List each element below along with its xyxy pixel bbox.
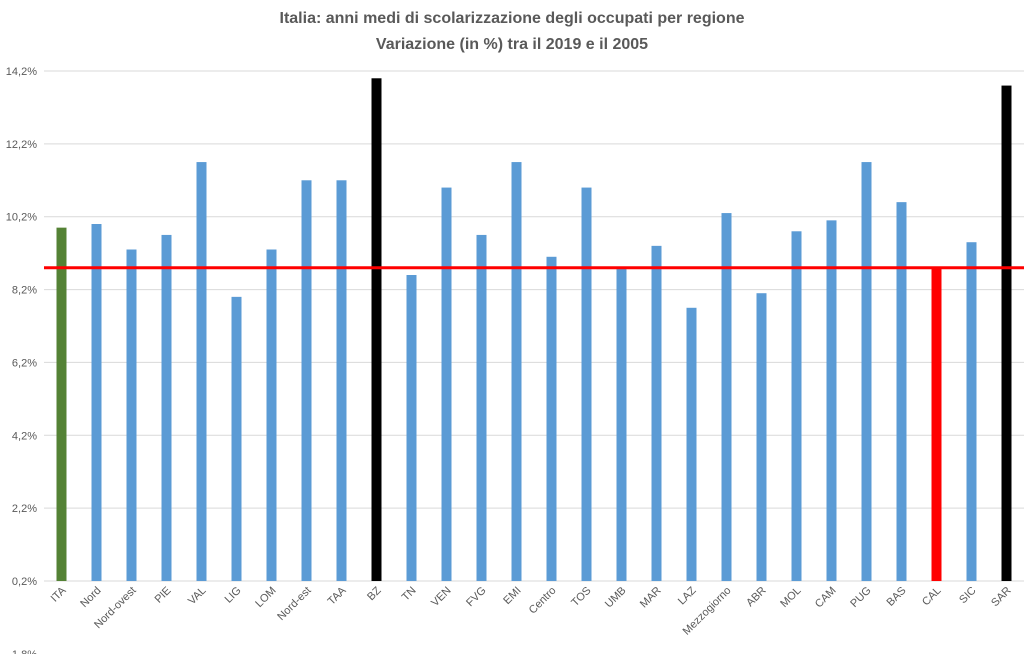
- bar-lig: [231, 296, 242, 581]
- bar-laz: [686, 307, 697, 581]
- bar-nord: [91, 224, 102, 581]
- bar-sic: [966, 242, 977, 581]
- bar-fvg: [476, 234, 487, 581]
- x-tick-label: CAL: [920, 585, 944, 609]
- y-tick-label: 14,2%: [6, 66, 37, 78]
- x-tick-label: Nord-est: [275, 585, 313, 623]
- y-tick-label: 8,2%: [12, 285, 37, 297]
- bar-pug: [861, 162, 872, 582]
- gridlines: [44, 70, 1024, 582]
- x-tick-label: MAR: [638, 585, 664, 611]
- x-tick-label: LIG: [223, 585, 244, 606]
- x-tick-label: PIE: [153, 585, 174, 606]
- y-tick-label: 4,2%: [12, 430, 37, 442]
- y-tick-label: -1,8%: [8, 649, 37, 654]
- bar-tn: [406, 275, 417, 581]
- bars: [56, 78, 1012, 582]
- bar-lom: [266, 249, 277, 581]
- x-tick-label: CAM: [813, 585, 839, 611]
- x-tick-label: VEN: [429, 585, 454, 610]
- bar-emi: [511, 162, 522, 582]
- chart-title: Italia: anni medi di scolarizzazione deg…: [280, 10, 745, 27]
- bar-ven: [441, 187, 452, 582]
- x-tick-label: TN: [400, 585, 419, 604]
- bar-cam: [826, 220, 837, 581]
- x-tick-label: Nord: [78, 585, 103, 610]
- bar-tos: [581, 187, 592, 582]
- x-tick-label: LAZ: [676, 584, 699, 607]
- x-tick-label: ITA: [49, 584, 69, 604]
- x-tick-label: UMB: [603, 585, 629, 611]
- x-tick-label: MOL: [778, 585, 803, 610]
- bar-taa: [336, 180, 347, 582]
- bar-pie: [161, 234, 172, 581]
- x-tick-label: EMI: [501, 585, 523, 607]
- x-tick-label: SIC: [957, 585, 978, 606]
- bar-mezzogiorno: [721, 213, 732, 582]
- bar-val: [196, 162, 207, 582]
- x-tick-label: PUG: [848, 585, 873, 610]
- x-tick-label: BAS: [885, 585, 909, 609]
- x-tick-label: FVG: [464, 585, 488, 609]
- bar-centro: [546, 256, 557, 581]
- y-tick-label: 12,2%: [6, 139, 37, 151]
- bar-bas: [896, 202, 907, 581]
- bar-bz: [371, 78, 382, 582]
- bar-mol: [791, 231, 802, 582]
- x-tick-label: BZ: [365, 584, 384, 603]
- chart-subtitle: Variazione (in %) tra il 2019 e il 2005: [376, 36, 648, 53]
- y-tick-label: 6,2%: [12, 357, 37, 369]
- x-tick-label: TOS: [569, 585, 593, 609]
- y-axis-ticks: -1,8% 0,2% 2,2% 4,2% 6,2% 8,2% 10,2% 12,2% 14,2%: [6, 66, 37, 654]
- y-tick-label: 10,2%: [6, 212, 37, 224]
- bar-cal: [931, 267, 942, 581]
- bar-sar: [1001, 85, 1012, 582]
- x-tick-label: ABR: [744, 585, 769, 610]
- bar-nord-est: [301, 180, 312, 582]
- bar-mar: [651, 245, 662, 581]
- bar-abr: [756, 293, 767, 581]
- y-tick-label: 2,2%: [12, 503, 37, 515]
- x-tick-label: TAA: [326, 584, 350, 608]
- x-tick-label: LOM: [253, 585, 278, 610]
- bar-umb: [616, 267, 627, 581]
- x-tick-label: VAL: [186, 585, 209, 608]
- y-tick-label: 0,2%: [12, 576, 37, 588]
- bar-nord-ovest: [126, 249, 137, 581]
- x-tick-label: SAR: [989, 585, 1014, 610]
- x-tick-label: Centro: [527, 585, 559, 617]
- bar-ita: [56, 227, 67, 581]
